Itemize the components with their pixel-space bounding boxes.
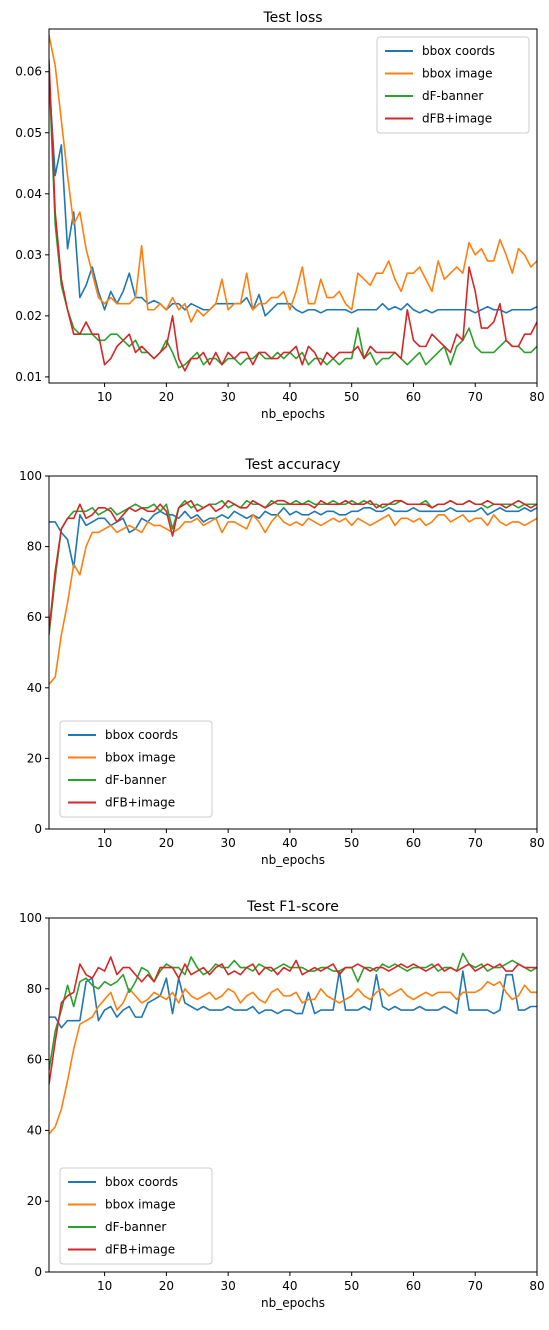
chart-0-y-tick-label: 0.02 [15, 309, 42, 323]
chart-0-y-tick-label: 0.01 [15, 370, 42, 384]
chart-2-legend-label-df-banner: dF-banner [105, 1220, 166, 1234]
chart-2-x-tick-label: 30 [220, 1279, 235, 1293]
chart-2-title: Test F1-score [246, 899, 339, 915]
chart-0-x-tick-label: 40 [282, 390, 297, 404]
chart-1-x-tick-label: 20 [159, 836, 174, 850]
chart-0-x-tick-label: 80 [529, 390, 544, 404]
chart-0-legend-label-df-banner: dF-banner [422, 89, 483, 103]
chart-2-y-tick-label: 100 [19, 911, 42, 925]
test-accuracy-chart: Test accuracy 10 20 30 40 50 60 70 80 0 20 40 60 80 10… [19, 457, 545, 867]
chart-0-y-tick-label: 0.03 [15, 248, 42, 262]
chart-0-x-tick-label: 70 [468, 390, 483, 404]
chart-2-x-tick-label: 80 [529, 1279, 544, 1293]
chart-1-title: Test accuracy [244, 457, 340, 473]
chart-1-y-tick-label: 60 [27, 610, 42, 624]
test-f1-score-chart: Test F1-score 10 20 30 40 50 60 70 80 0 20 40 60 80 10… [19, 899, 545, 1310]
chart-0-series-bbox-coords [49, 77, 537, 317]
chart-0-legend: bbox coords bbox image dF-banner dFB+image [376, 36, 530, 134]
chart-0-title: Test loss [262, 10, 322, 26]
chart-0-x-tick-label: 10 [97, 390, 112, 404]
chart-0-legend-box [376, 36, 530, 134]
chart-0-axes-frame [48, 28, 538, 384]
chart-0-x-tick-label: 60 [406, 390, 421, 404]
chart-1-series-bbox-image [49, 514, 537, 685]
chart-2-series-dfb-image [49, 956, 537, 1085]
chart-1-legend-label-bbox-image: bbox image [105, 751, 176, 765]
chart-0-x-tick-label: 30 [220, 390, 235, 404]
chart-1-x-tick-label: 30 [220, 836, 235, 850]
chart-2-legend: bbox coords bbox image dF-banner dFB+image [59, 1167, 213, 1265]
chart-2-legend-label-dfb-image: dFB+image [105, 1243, 175, 1257]
chart-1-series-group [49, 499, 537, 685]
chart-2-y-tick-label: 40 [27, 1123, 42, 1137]
chart-0-y-tick-label: 0.04 [15, 187, 42, 201]
chart-1-legend: bbox coords bbox image dF-banner dFB+image [59, 720, 213, 818]
chart-1-legend-label-bbox-coords: bbox coords [105, 728, 178, 742]
chart-2-legend-label-bbox-coords: bbox coords [105, 1175, 178, 1189]
chart-0-y-tick-label: 0.05 [15, 126, 42, 140]
chart-0-series-bbox-image [49, 34, 537, 323]
chart-2-x-tick-label: 10 [97, 1279, 112, 1293]
chart-1-series-dfb-image [49, 499, 537, 632]
chart-2-x-tick-label: 70 [468, 1279, 483, 1293]
chart-1-legend-label-df-banner: dF-banner [105, 773, 166, 787]
chart-1-series-bbox-coords [49, 506, 537, 569]
chart-0-series-dfb-image [49, 59, 537, 372]
chart-2-legend-label-bbox-image: bbox image [105, 1198, 176, 1212]
chart-1-series-df-banner [49, 499, 537, 635]
chart-2-x-tick-label: 20 [159, 1279, 174, 1293]
chart-0-y-tick-label: 0.06 [15, 65, 42, 79]
chart-0-x-tick-label: 20 [159, 390, 174, 404]
chart-1-legend-label-dfb-image: dFB+image [105, 796, 175, 810]
chart-2-y-tick-label: 0 [34, 1265, 42, 1279]
chart-1-axes-frame [48, 475, 538, 830]
chart-2-legend-box [59, 1167, 213, 1265]
chart-0-series-group [49, 34, 537, 372]
chart-1-y-tick-label: 40 [27, 681, 42, 695]
chart-2-x-tick-label: 50 [344, 1279, 359, 1293]
chart-2-axes-frame [48, 917, 538, 1273]
chart-0-legend-label-bbox-image: bbox image [422, 67, 493, 81]
chart-2-series-bbox-coords [49, 970, 537, 1029]
chart-0-series-df-banner [49, 71, 537, 369]
chart-2-x-tick-label: 40 [282, 1279, 297, 1293]
chart-1-y-tick-label: 20 [27, 751, 42, 765]
chart-1-x-tick-label: 50 [344, 836, 359, 850]
chart-1-x-tick-label: 60 [406, 836, 421, 850]
chart-0-legend-label-bbox-coords: bbox coords [422, 44, 495, 58]
chart-1-y-tick-label: 0 [34, 822, 42, 836]
chart-2-x-axis-label: nb_epochs [261, 1296, 325, 1310]
chart-0-x-axis-label: nb_epochs [261, 407, 325, 421]
chart-0-legend-label-dfb-image: dFB+image [422, 112, 492, 126]
chart-1-legend-box [59, 720, 213, 818]
chart-1-y-tick-label: 80 [27, 540, 42, 554]
test-loss-chart: Test loss 10 20 30 40 50 60 70 80 0.01 0.02 0.03 0.0… [15, 10, 544, 421]
chart-1-x-tick-label: 40 [282, 836, 297, 850]
chart-1-x-axis-label: nb_epochs [261, 853, 325, 867]
chart-2-y-tick-label: 80 [27, 982, 42, 996]
chart-1-x-tick-label: 10 [97, 836, 112, 850]
chart-0-x-tick-label: 50 [344, 390, 359, 404]
chart-1-y-tick-label: 100 [19, 469, 42, 483]
chart-1-x-tick-label: 70 [468, 836, 483, 850]
chart-1-x-tick-label: 80 [529, 836, 544, 850]
chart-2-y-tick-label: 60 [27, 1053, 42, 1067]
chart-2-y-tick-label: 20 [27, 1194, 42, 1208]
chart-2-x-tick-label: 60 [406, 1279, 421, 1293]
chart-2-series-bbox-image [49, 980, 537, 1135]
chart-2-series-group [49, 952, 537, 1135]
